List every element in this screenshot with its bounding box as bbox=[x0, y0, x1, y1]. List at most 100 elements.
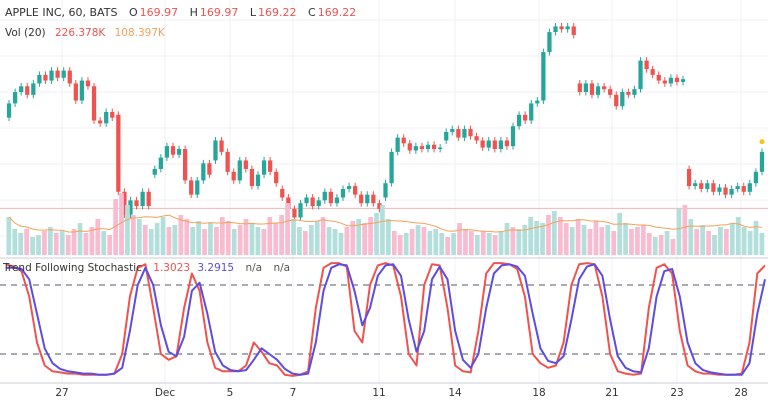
candle-body bbox=[498, 140, 503, 150]
time-tick-label: 5 bbox=[227, 387, 234, 399]
candle-body bbox=[91, 86, 97, 121]
candle-body bbox=[25, 86, 30, 95]
close-value: 169.22 bbox=[317, 6, 357, 19]
candle bbox=[413, 142, 418, 154]
candle bbox=[741, 182, 746, 196]
volume-series bbox=[6, 193, 765, 255]
candle-body bbox=[577, 83, 582, 92]
candle bbox=[182, 145, 188, 184]
volume-bar bbox=[753, 221, 759, 255]
volume-bar bbox=[415, 225, 421, 255]
candle bbox=[753, 168, 759, 187]
candle bbox=[189, 176, 194, 199]
candle-body bbox=[638, 60, 643, 90]
candle-body bbox=[595, 86, 601, 95]
candle-body bbox=[207, 163, 212, 175]
candle bbox=[207, 159, 212, 179]
volume-bar bbox=[409, 229, 415, 255]
candle bbox=[346, 182, 352, 193]
volume-bar bbox=[101, 231, 107, 255]
candle bbox=[608, 85, 613, 99]
volume-bar bbox=[729, 223, 735, 255]
volume-bar bbox=[297, 227, 302, 255]
volume-bar bbox=[291, 219, 296, 255]
candle-body bbox=[680, 79, 686, 83]
candle-body bbox=[632, 89, 637, 95]
volume-bar bbox=[706, 231, 711, 255]
candle-body bbox=[492, 140, 497, 150]
time-tick-label: 18 bbox=[532, 387, 545, 399]
volume-bar bbox=[279, 215, 284, 255]
open-label: O bbox=[128, 6, 138, 19]
candle bbox=[401, 134, 406, 147]
oscillator-na-1: n/a bbox=[245, 262, 263, 274]
candle-body bbox=[201, 163, 206, 181]
volume-bar bbox=[688, 219, 694, 255]
candle-body bbox=[164, 146, 170, 158]
volume-bar bbox=[30, 237, 35, 255]
volume-bar bbox=[617, 213, 622, 255]
close-label: C bbox=[308, 6, 316, 19]
candle bbox=[492, 137, 497, 153]
candle-body bbox=[298, 203, 303, 218]
candle bbox=[589, 80, 595, 99]
volume-bar bbox=[445, 237, 451, 255]
volume-bar bbox=[552, 211, 557, 255]
volume-bar bbox=[682, 205, 688, 255]
oscillator-na-2: n/a bbox=[273, 262, 291, 274]
volume-bar bbox=[557, 217, 563, 255]
candle bbox=[541, 48, 546, 104]
candle bbox=[638, 57, 643, 93]
candle bbox=[67, 67, 72, 87]
volume-bar bbox=[314, 221, 320, 255]
volume-bar bbox=[439, 233, 445, 255]
candle-body bbox=[231, 171, 236, 181]
candle bbox=[61, 67, 66, 82]
volume-bar bbox=[131, 215, 136, 255]
candle-body bbox=[85, 80, 91, 87]
candle-body bbox=[261, 160, 267, 175]
candle-body bbox=[158, 157, 163, 169]
volume-bar bbox=[457, 223, 462, 255]
volume-bar bbox=[563, 223, 569, 255]
volume-bar bbox=[599, 227, 605, 255]
candle-body bbox=[735, 186, 740, 189]
volume-bar bbox=[664, 231, 670, 255]
candle bbox=[686, 165, 692, 190]
candle-body bbox=[97, 120, 103, 124]
candle-body bbox=[146, 191, 151, 207]
candle-body bbox=[699, 183, 704, 189]
volume-bar bbox=[700, 225, 706, 255]
grid-lines bbox=[0, 0, 768, 383]
candle-body bbox=[717, 187, 722, 192]
candle-body bbox=[723, 187, 728, 195]
volume-bar bbox=[142, 225, 148, 255]
candle-body bbox=[450, 129, 455, 132]
time-tick-label: 23 bbox=[670, 387, 683, 399]
volume-bar bbox=[77, 223, 83, 255]
candle-body bbox=[377, 203, 382, 209]
candle bbox=[249, 165, 255, 190]
candle bbox=[498, 137, 503, 153]
volume-bar bbox=[723, 229, 729, 255]
volume-bar bbox=[53, 233, 59, 255]
candle bbox=[49, 67, 54, 85]
candle-body bbox=[438, 147, 443, 150]
volume-bar bbox=[694, 229, 700, 255]
candle bbox=[407, 139, 412, 154]
candle bbox=[693, 179, 698, 190]
candle-body bbox=[462, 129, 467, 138]
volume-bar bbox=[451, 233, 456, 255]
candle-body bbox=[280, 188, 285, 198]
candle-body bbox=[729, 188, 734, 195]
volume-bar bbox=[380, 205, 385, 255]
volume-bar bbox=[646, 233, 652, 255]
candle bbox=[310, 194, 315, 210]
high-value: 169.97 bbox=[199, 6, 239, 19]
candle-body bbox=[389, 151, 394, 184]
candle-body bbox=[371, 194, 376, 204]
time-tick-label: 21 bbox=[605, 387, 618, 399]
volume-bar bbox=[219, 217, 225, 255]
candle bbox=[395, 134, 400, 156]
